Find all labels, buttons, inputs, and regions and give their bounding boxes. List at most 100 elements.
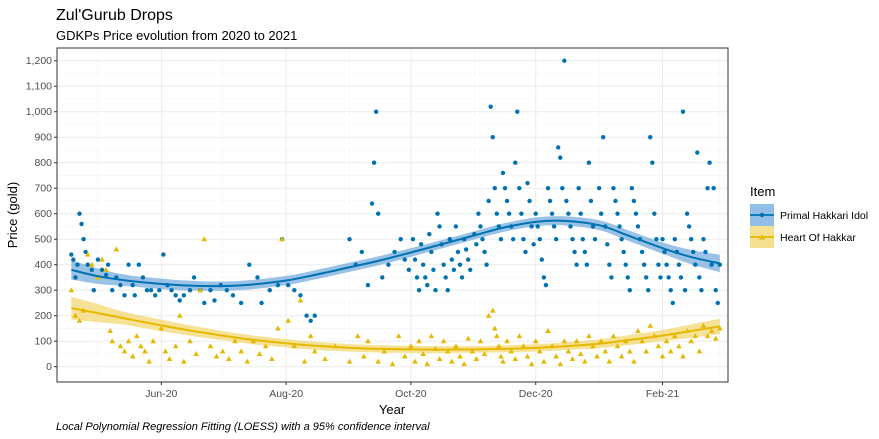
point-heart-of-hakkar (541, 358, 547, 364)
point-primal-hakkari-idol (95, 257, 101, 262)
chart-title: Zul'Gurub Drops (56, 7, 173, 24)
plot-panel (57, 48, 728, 382)
point-primal-hakkari-idol (686, 224, 692, 229)
point-heart-of-hakkar (166, 356, 173, 362)
point-heart-of-hakkar (129, 353, 136, 359)
point-primal-hakkari-idol (208, 288, 213, 293)
point-primal-hakkari-idol (556, 145, 561, 150)
point-primal-hakkari-idol (572, 249, 577, 255)
point-primal-hakkari-idol (79, 221, 84, 227)
point-heart-of-hakkar (420, 350, 426, 356)
point-heart-of-hakkar (219, 348, 226, 354)
point-primal-hakkari-idol (181, 293, 187, 298)
point-primal-hakkari-idol (99, 267, 105, 273)
point-heart-of-hakkar (107, 328, 113, 334)
point-primal-hakkari-idol (539, 257, 545, 262)
point-heart-of-hakkar (696, 348, 703, 354)
point-heart-of-hakkar (172, 343, 179, 349)
point-primal-hakkari-idol (558, 155, 563, 160)
point-primal-hakkari-idol (71, 257, 76, 262)
point-primal-hakkari-idol (490, 135, 495, 140)
legend-key-marker (759, 212, 765, 218)
point-heart-of-hakkar (424, 361, 431, 367)
legend-key-marker (759, 234, 765, 240)
point-heart-of-hakkar (569, 356, 576, 362)
point-primal-hakkari-idol (132, 293, 137, 298)
point-heart-of-hakkar (279, 236, 285, 242)
point-primal-hakkari-idol (658, 275, 663, 280)
point-primal-hakkari-idol (666, 275, 671, 280)
point-heart-of-hakkar (520, 343, 527, 349)
point-primal-hakkari-idol (545, 186, 551, 191)
chart-subtitle: GDKPs Price evolution from 2020 to 2021 (56, 28, 297, 43)
point-primal-hakkari-idol (267, 288, 272, 293)
point-heart-of-hakkar (457, 353, 463, 359)
point-heart-of-hakkar (581, 358, 588, 364)
point-primal-hakkari-idol (703, 249, 708, 255)
point-heart-of-hakkar (133, 333, 140, 339)
point-primal-hakkari-idol (709, 262, 714, 267)
point-primal-hakkari-idol (510, 237, 516, 242)
plot-border (56, 47, 729, 383)
point-heart-of-hakkar (187, 338, 193, 344)
point-primal-hakkari-idol (525, 180, 530, 186)
point-heart-of-hakkar (117, 343, 124, 349)
point-primal-hakkari-idol (517, 186, 522, 191)
point-primal-hakkari-idol (531, 242, 536, 247)
point-primal-hakkari-idol (660, 237, 665, 242)
point-heart-of-hakkar (226, 356, 232, 362)
point-heart-of-hakkar (496, 343, 502, 349)
point-heart-of-hakkar (700, 322, 707, 328)
point-primal-hakkari-idol (122, 293, 127, 298)
point-heart-of-hakkar (103, 266, 109, 272)
point-primal-hakkari-idol (292, 288, 297, 293)
point-heart-of-hakkar (473, 356, 480, 362)
point-primal-hakkari-idol (443, 275, 448, 280)
point-primal-hakkari-idol (543, 282, 549, 288)
point-heart-of-hakkar (639, 338, 645, 344)
point-primal-hakkari-idol (431, 267, 436, 273)
point-heart-of-hakkar (232, 338, 238, 344)
point-primal-hakkari-idol (607, 262, 612, 267)
point-primal-hakkari-idol (445, 288, 450, 293)
point-heart-of-hakkar (76, 317, 83, 323)
point-primal-hakkari-idol (596, 186, 602, 191)
point-heart-of-hakkar (561, 338, 568, 344)
point-primal-hakkari-idol (191, 275, 197, 280)
point-primal-hakkari-idol (447, 237, 452, 242)
point-primal-hakkari-idol (474, 242, 479, 247)
point-primal-hakkari-idol (486, 198, 491, 204)
point-primal-hakkari-idol (451, 267, 457, 273)
point-primal-hakkari-idol (298, 293, 303, 298)
y-tick-label: 600 (34, 208, 52, 220)
point-heart-of-hakkar (663, 338, 670, 344)
legend-item-heart-of-hakkar: Heart Of Hakkar (750, 226, 856, 248)
point-primal-hakkari-idol (425, 282, 430, 288)
point-heart-of-hakkar (647, 322, 654, 328)
point-primal-hakkari-idol (459, 275, 465, 280)
point-heart-of-hakkar (672, 333, 678, 339)
point-primal-hakkari-idol (535, 224, 540, 229)
point-heart-of-hakkar (72, 312, 79, 318)
point-primal-hakkari-idol (566, 211, 571, 216)
point-heart-of-hakkar (311, 348, 318, 354)
point-primal-hakkari-idol (621, 249, 626, 255)
point-primal-hakkari-idol (711, 186, 716, 191)
point-primal-hakkari-idol (523, 249, 528, 255)
point-primal-hakkari-idol (627, 288, 633, 293)
point-heart-of-hakkar (197, 287, 204, 293)
point-primal-hakkari-idol (77, 211, 82, 216)
point-primal-hakkari-idol (83, 249, 88, 255)
point-heart-of-hakkar (121, 348, 128, 354)
point-heart-of-hakkar (365, 338, 371, 344)
point-primal-hakkari-idol (564, 198, 569, 204)
point-primal-hakkari-idol (592, 237, 598, 242)
point-heart-of-hakkar (577, 350, 584, 356)
point-primal-hakkari-idol (549, 211, 555, 216)
point-primal-hakkari-idol (541, 275, 547, 280)
point-primal-hakkari-idol (69, 252, 74, 257)
point-heart-of-hakkar (659, 353, 666, 359)
point-heart-of-hakkar (297, 297, 304, 303)
point-primal-hakkari-idol (369, 201, 375, 206)
point-primal-hakkari-idol (605, 242, 610, 247)
